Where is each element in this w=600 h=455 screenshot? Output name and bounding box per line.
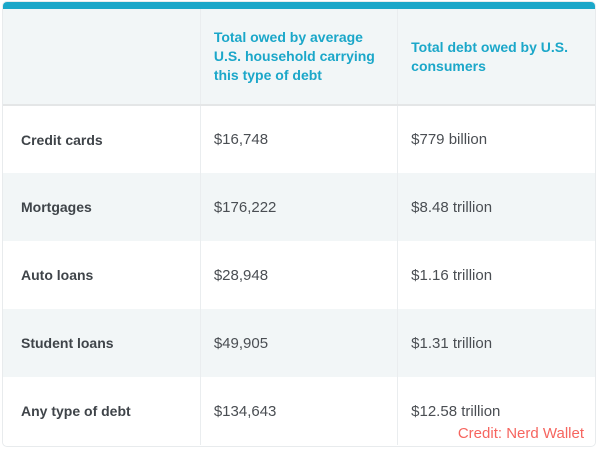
total-value: $12.58 trillion — [397, 377, 595, 445]
total-value: $1.16 trillion — [397, 241, 595, 309]
header-row: Total owed by average U.S. household car… — [3, 9, 595, 106]
total-value: $8.48 trillion — [397, 173, 595, 241]
accent-top-bar — [3, 2, 595, 9]
total-value: $779 billion — [397, 105, 595, 173]
household-value: $16,748 — [199, 105, 398, 173]
credit-attribution: Credit: Nerd Wallet — [457, 425, 584, 442]
total-value: $1.31 trillion — [397, 309, 595, 377]
row-label: Auto loans — [21, 267, 94, 283]
table-row-mortgages: Mortgages $176,222 $8.48 trillion — [3, 173, 595, 241]
household-value: $28,948 — [199, 241, 398, 309]
row-label: Credit cards — [21, 131, 103, 148]
row-label: Student loans — [21, 335, 114, 351]
debt-table-card: Total owed by average U.S. household car… — [2, 1, 596, 447]
household-value: $176,222 — [199, 173, 398, 241]
header-household-debt: Total owed by average U.S. household car… — [199, 9, 398, 106]
row-label: Any type of debt — [21, 403, 131, 419]
table-row-credit-cards: Credit cards $16,748 $779 billion — [3, 105, 595, 173]
row-label: Mortgages — [21, 199, 92, 215]
table-row-any-debt: Any type of debt $134,643 $12.58 trillio… — [3, 377, 595, 445]
table-row-auto-loans: Auto loans $28,948 $1.16 trillion — [3, 241, 595, 309]
debt-table: Total owed by average U.S. household car… — [3, 9, 595, 445]
header-consumer-debt: Total debt owed by U.S. consumers — [397, 9, 595, 106]
household-value: $49,905 — [199, 309, 398, 377]
header-empty-cell — [3, 9, 201, 106]
household-value: $134,643 — [199, 377, 398, 445]
table-row-student-loans: Student loans $49,905 $1.31 trillion — [3, 309, 595, 377]
